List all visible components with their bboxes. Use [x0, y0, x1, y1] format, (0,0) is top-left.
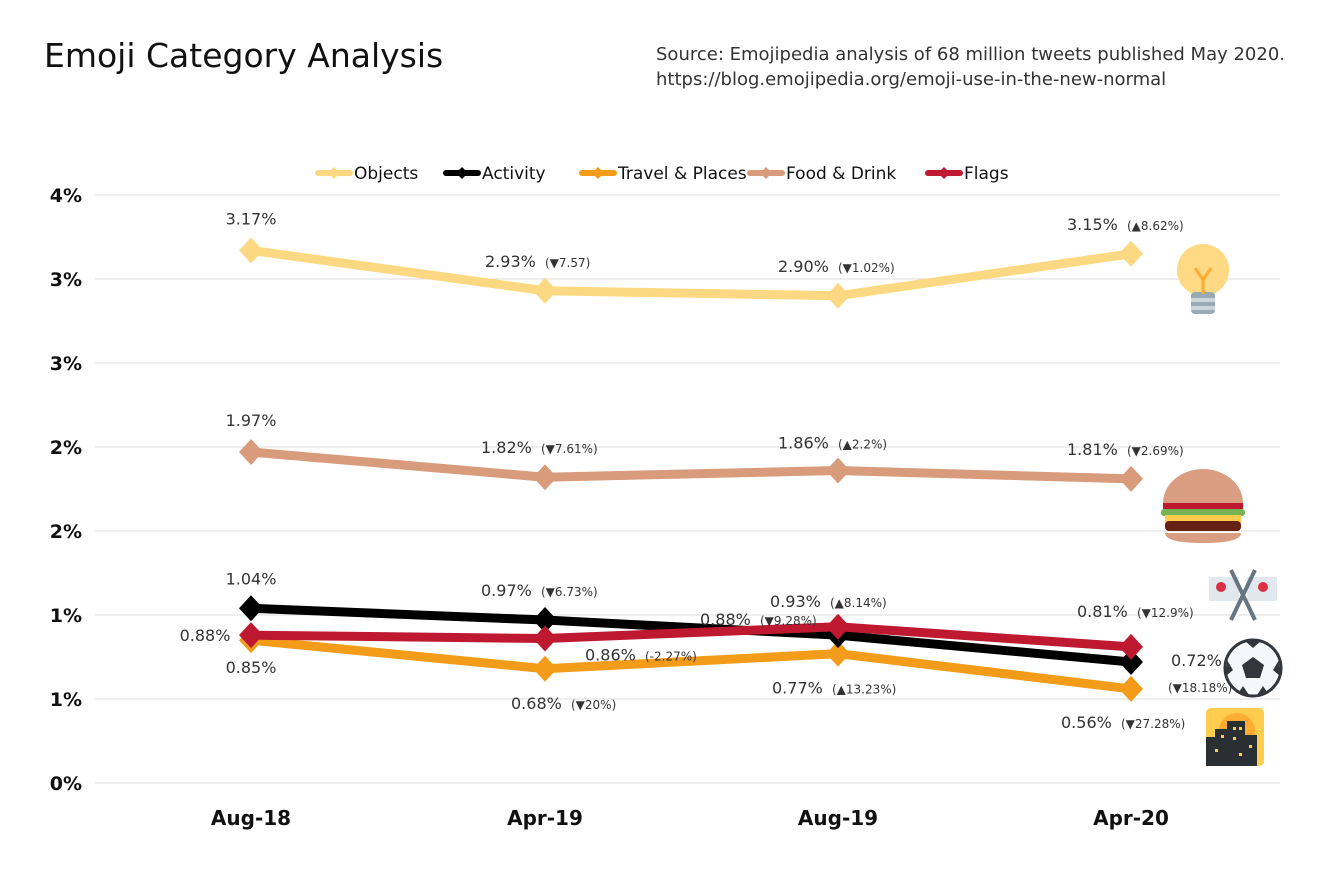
data-point: [1119, 649, 1143, 676]
data-label: 1.97%: [226, 411, 277, 430]
change-label: (▼9.28%): [760, 614, 817, 628]
data-label: 0.68%: [511, 694, 562, 713]
y-tick-label: 2%: [50, 437, 82, 459]
data-label: 0.72%: [1171, 651, 1222, 670]
change-label: (▼27.28%): [1121, 717, 1185, 731]
change-label: (▼7.57): [545, 256, 590, 270]
legend-label: Food & Drink: [786, 164, 896, 184]
legend-label: Travel & Places: [617, 164, 747, 184]
legend-label: Objects: [354, 164, 418, 184]
series-line: [250, 603, 1132, 667]
data-label: 0.85%: [226, 658, 277, 677]
data-point: [533, 607, 557, 634]
data-label: 3.15%: [1067, 215, 1118, 234]
data-label: 1.04%: [226, 569, 277, 588]
sunrise-over-city-icon: [1206, 708, 1264, 766]
change-label: (▼18.18%): [1168, 681, 1232, 695]
hamburger-icon: [1161, 469, 1245, 543]
data-label: 1.81%: [1067, 440, 1118, 459]
data-point: [826, 640, 850, 667]
source-note: Source: Emojipedia analysis of 68 millio…: [656, 42, 1285, 92]
series-line: [250, 622, 1132, 652]
legend-marker: [760, 167, 772, 179]
series-line: [250, 635, 1132, 694]
data-point: [533, 655, 557, 682]
data-point: [1119, 465, 1143, 492]
light-bulb-icon: [1177, 244, 1229, 314]
data-label: 0.77%: [772, 679, 823, 698]
data-label: 3.17%: [226, 209, 277, 228]
change-label: (▼1.02%): [838, 261, 895, 275]
data-point: [533, 277, 557, 304]
data-label: 0.88%: [700, 610, 751, 629]
change-label: (▼12.9%): [1137, 606, 1194, 620]
data-label: 0.88%: [180, 626, 231, 645]
x-tick-label: Aug-19: [798, 806, 878, 830]
legend-label: Flags: [964, 164, 1009, 184]
legend-marker: [456, 167, 468, 179]
legend-marker: [592, 167, 604, 179]
source-text: Source: Emojipedia analysis of 68 millio…: [656, 44, 1286, 65]
data-label: 2.93%: [485, 252, 536, 271]
legend-label: Activity: [482, 164, 546, 184]
change-label: (▲13.23%): [832, 683, 896, 697]
y-tick-label: 3%: [50, 269, 82, 291]
data-label: 0.56%: [1061, 713, 1112, 732]
y-tick-label: 4%: [50, 185, 82, 207]
legend-marker: [938, 167, 950, 179]
y-tick-label: 1%: [50, 605, 82, 627]
change-label: (▼6.73%): [541, 585, 598, 599]
data-point: [239, 439, 263, 466]
data-point: [826, 613, 850, 640]
change-label: (▼2.69%): [1127, 444, 1184, 458]
x-tick-label: Apr-20: [1093, 806, 1169, 830]
data-label: 1.86%: [778, 434, 829, 453]
data-label: 0.97%: [481, 581, 532, 600]
data-point: [239, 237, 263, 264]
change-label: (▼20%): [571, 698, 616, 712]
x-tick-label: Aug-18: [211, 806, 291, 830]
change-label: (▲2.2%): [838, 438, 887, 452]
data-point: [239, 595, 263, 622]
data-label: 0.86%: [585, 646, 636, 665]
data-label: 2.90%: [778, 257, 829, 276]
data-point: [826, 457, 850, 484]
soccer-ball-icon: [1223, 638, 1283, 698]
change-label: (▼7.61%): [541, 442, 598, 456]
data-label: 0.81%: [1077, 602, 1128, 621]
change-label: (▲8.62%): [1127, 219, 1184, 233]
y-tick-label: 1%: [50, 689, 82, 711]
legend-marker: [328, 167, 340, 179]
y-tick-label: 2%: [50, 521, 82, 543]
x-tick-label: Apr-19: [507, 806, 583, 830]
change-label: (▲8.14%): [830, 596, 887, 610]
data-label: 0.93%: [770, 592, 821, 611]
y-tick-label: 3%: [50, 353, 82, 375]
data-label: 1.82%: [481, 438, 532, 457]
data-point: [239, 622, 263, 649]
source-url: https://blog.emojipedia.org/emoji-use-in…: [656, 69, 1167, 90]
data-point: [533, 464, 557, 491]
data-point: [1119, 633, 1143, 660]
data-point: [533, 625, 557, 652]
series-line: [250, 245, 1132, 301]
series-line: [250, 447, 1132, 484]
change-label: (-2.27%): [645, 650, 697, 664]
chart-title: Emoji Category Analysis: [44, 36, 444, 75]
data-point: [1119, 240, 1143, 267]
y-tick-label: 0%: [50, 773, 82, 795]
crossed-flags-icon: [1209, 569, 1277, 621]
data-point: [826, 282, 850, 309]
data-point: [1119, 675, 1143, 702]
